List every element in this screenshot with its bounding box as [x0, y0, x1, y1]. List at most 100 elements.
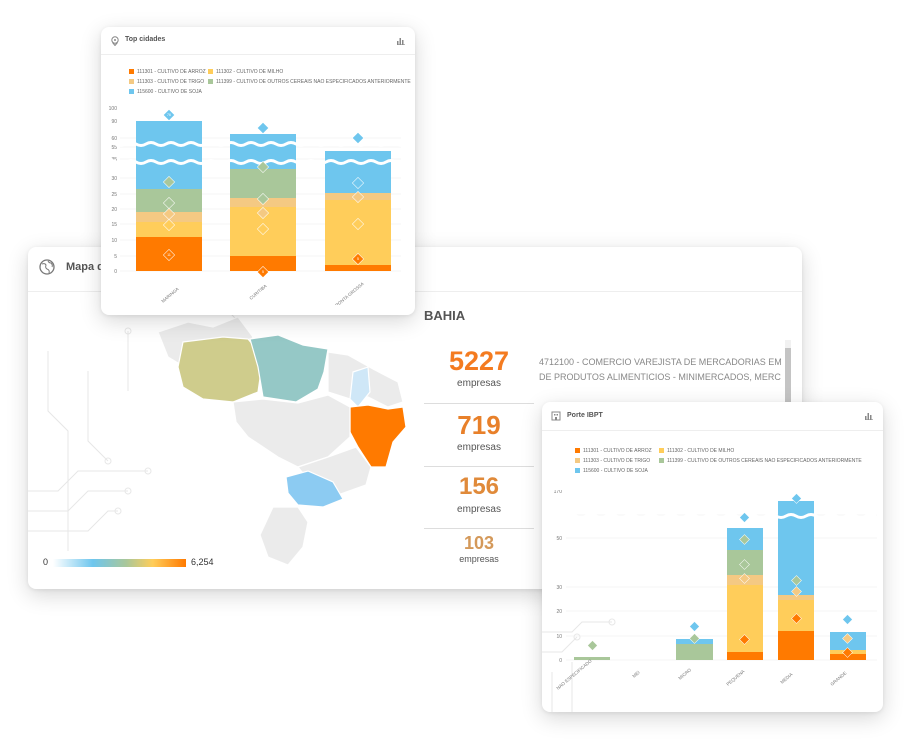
state-para[interactable]	[249, 334, 329, 403]
brazil-map	[157, 316, 407, 566]
y-tick-label: 90	[111, 119, 117, 125]
y-tick-label: 30	[111, 176, 117, 182]
x-tick-label: MARINGA	[160, 286, 179, 303]
x-tick-label: PONTA GROSSA	[334, 281, 364, 305]
legend-swatch	[208, 69, 213, 75]
metric-row: 156 empresas	[424, 467, 534, 527]
legend-item[interactable]: 115600 - CULTIVO DE SOJA	[129, 89, 202, 95]
legend-item[interactable]: 111302 - CULTIVO DE MILHO	[659, 448, 734, 454]
legend-item[interactable]: 115600 - CULTIVO DE SOJA	[575, 468, 648, 474]
state-sao-paulo[interactable]	[285, 470, 344, 508]
scale-max-label: 6,254	[191, 557, 214, 567]
legend-item[interactable]: 111399 - CULTIVO DE OUTROS CEREAIS NAO E…	[659, 458, 862, 464]
metric-value: 103	[463, 533, 495, 553]
legend-swatch	[575, 448, 580, 454]
building-icon	[551, 411, 561, 421]
y-tick-label: 5	[114, 254, 117, 260]
y-tick-label: 55	[111, 145, 117, 151]
legend-swatch	[129, 89, 134, 95]
y-tick-label: 20	[111, 207, 117, 213]
y-tick-label: 0	[114, 269, 117, 275]
metric-row: 103 empresas	[424, 529, 534, 572]
metric-unit: empresas	[457, 442, 501, 453]
x-tick-label: CURITIBA	[248, 283, 267, 300]
legend-item[interactable]: 111301 - CULTIVO DE ARROZ	[575, 448, 652, 454]
legend-item[interactable]: 111303 - CULTIVO DE TRIGO	[575, 458, 650, 464]
x-tick-label: GRANDE	[829, 671, 847, 687]
legend-swatch	[659, 458, 664, 464]
metric-description-line2: DE PRODUTOS ALIMENTICIOS - MINIMERCADOS,…	[539, 372, 781, 382]
state-piaui[interactable]	[349, 366, 371, 408]
x-tick-label: MICRO	[677, 667, 692, 681]
legend-swatch	[575, 458, 580, 464]
legend-item[interactable]: 111301 - CULTIVO DE ARROZ	[129, 69, 206, 75]
bar-chart-icon[interactable]	[865, 412, 873, 420]
map-card-header: Mapa d	[28, 247, 802, 292]
legend-swatch	[129, 79, 134, 85]
state-amazonas[interactable]	[177, 336, 264, 403]
y-tick-label: 50	[556, 536, 562, 542]
legend-item[interactable]: 111303 - CULTIVO DE TRIGO	[129, 79, 204, 85]
legend-item[interactable]: 111302 - CULTIVO DE MILHO	[208, 69, 283, 75]
porte-chart: 0 10 20 30 50 170	[554, 490, 877, 691]
bar-curitiba-arroz[interactable]	[230, 256, 296, 271]
map-region-south-gray[interactable]	[259, 506, 309, 566]
map-region-central-gray[interactable]	[232, 394, 351, 468]
legend-swatch	[575, 468, 580, 474]
top-cidades-card: Top cidades 111301 - CULTIVO DE ARROZ 11…	[101, 27, 415, 315]
svg-text:5: 5	[262, 270, 264, 274]
y-tick-label: 60	[111, 136, 117, 142]
bar-media-trigo[interactable]	[778, 595, 814, 600]
color-scale-bar	[53, 559, 186, 567]
x-tick-label: MEDIA	[779, 672, 793, 685]
y-tick-label: 25	[111, 192, 117, 198]
metric-value: 719	[457, 410, 501, 440]
y-tick-label: 0	[559, 658, 562, 664]
x-tick-label: PEQUENA	[725, 669, 745, 687]
svg-text:5: 5	[357, 257, 359, 261]
metric-unit: empresas	[457, 378, 501, 389]
circuit-decoration	[542, 618, 616, 712]
top-cidades-title: Top cidades	[125, 36, 166, 43]
axis-break	[565, 513, 877, 519]
metric-unit: empresas	[459, 554, 499, 564]
state-bahia[interactable]	[349, 404, 407, 468]
globe-icon	[39, 259, 55, 275]
axis-break	[105, 141, 407, 147]
top-cidades-chart: 0 5 10 15 20 25 30 35 55 60 90 100	[105, 106, 407, 305]
scrollbar-thumb[interactable]	[785, 348, 791, 408]
metric-description: 4712100 - COMERCIO VAREJISTA DE MERCADOR…	[539, 357, 782, 367]
x-tick-label: MEI	[631, 670, 640, 679]
state-title: BAHIA	[424, 308, 466, 323]
porte-header: Porte IBPT	[542, 402, 883, 431]
y-tick-label: 10	[556, 634, 562, 640]
metric-unit: empresas	[457, 504, 501, 515]
bar-nao-especificado-outros[interactable]	[574, 657, 610, 660]
y-tick-label: 15	[111, 222, 117, 228]
y-tick-label: 170	[554, 490, 563, 495]
bar-micro-outros[interactable]	[676, 644, 713, 660]
legend-item[interactable]: 111399 - CULTIVO DE OUTROS CEREAIS NAO E…	[208, 79, 411, 85]
top-cidades-header: Top cidades	[101, 27, 415, 55]
bar-chart-icon[interactable]	[397, 37, 405, 45]
metric-value: 156	[458, 473, 500, 500]
legend-swatch	[129, 69, 134, 75]
axis-break	[105, 159, 407, 165]
legend-swatch	[659, 448, 664, 454]
porte-title: Porte IBPT	[567, 412, 603, 419]
y-tick-label: 30	[556, 585, 562, 591]
metric-row: 719 empresas	[424, 404, 534, 466]
bar-media-arroz[interactable]	[778, 631, 814, 660]
svg-text:76: 76	[167, 113, 171, 117]
y-tick-label: 20	[556, 609, 562, 615]
bar-pequena-arroz[interactable]	[727, 652, 763, 660]
bar-ponta-grossa-arroz[interactable]	[325, 265, 391, 271]
map-card-title: Mapa d	[66, 261, 104, 273]
metric-value: 5227	[448, 346, 510, 376]
location-pin-icon	[111, 36, 119, 46]
y-tick-label: 100	[109, 106, 118, 112]
y-tick-label: 10	[111, 238, 117, 244]
scale-min-label: 0	[43, 557, 49, 567]
porte-ibpt-card: Porte IBPT 111301 - CULTIVO DE ARROZ 111…	[542, 402, 883, 712]
legend-swatch	[208, 79, 213, 85]
